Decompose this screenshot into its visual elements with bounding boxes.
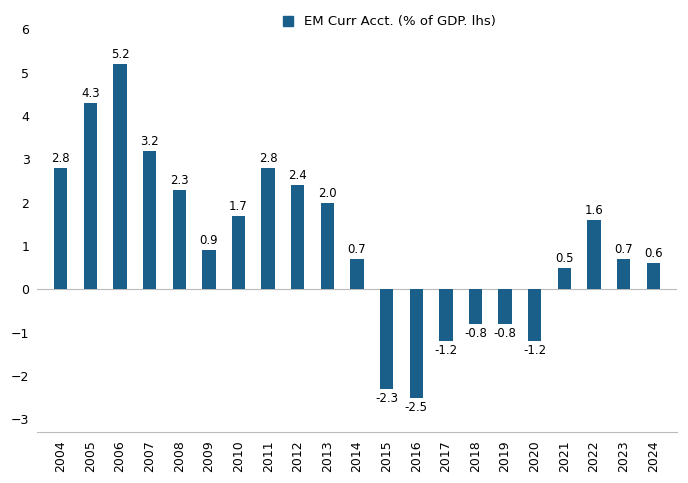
- Text: 2.4: 2.4: [288, 169, 307, 182]
- Text: 2.8: 2.8: [52, 152, 70, 165]
- Bar: [291, 185, 304, 289]
- Text: 0.9: 0.9: [200, 234, 218, 247]
- Text: -1.2: -1.2: [523, 344, 546, 357]
- Bar: [498, 289, 512, 324]
- Bar: [617, 259, 630, 289]
- Bar: [350, 259, 364, 289]
- Bar: [409, 289, 423, 398]
- Text: 0.7: 0.7: [347, 243, 366, 256]
- Text: 4.3: 4.3: [81, 87, 100, 100]
- Bar: [261, 168, 275, 289]
- Text: 2.3: 2.3: [170, 173, 189, 186]
- Bar: [588, 220, 601, 289]
- Text: 3.2: 3.2: [140, 135, 159, 148]
- Bar: [647, 263, 660, 289]
- Text: -0.8: -0.8: [494, 327, 517, 340]
- Bar: [84, 103, 97, 289]
- Bar: [321, 203, 334, 289]
- Bar: [528, 289, 541, 341]
- Bar: [202, 250, 215, 289]
- Bar: [114, 64, 127, 289]
- Bar: [173, 190, 186, 289]
- Bar: [54, 168, 67, 289]
- Text: 0.5: 0.5: [555, 252, 574, 265]
- Text: 0.7: 0.7: [614, 243, 633, 256]
- Bar: [558, 268, 571, 289]
- Bar: [380, 289, 394, 389]
- Text: -0.8: -0.8: [464, 327, 487, 340]
- Bar: [232, 216, 245, 289]
- Text: 2.0: 2.0: [318, 186, 336, 199]
- Text: -2.5: -2.5: [405, 401, 428, 414]
- Bar: [143, 151, 156, 289]
- Bar: [469, 289, 482, 324]
- Text: -1.2: -1.2: [434, 344, 458, 357]
- Text: 1.7: 1.7: [229, 199, 248, 213]
- Text: 2.8: 2.8: [259, 152, 277, 165]
- Text: 1.6: 1.6: [585, 204, 603, 217]
- Text: 5.2: 5.2: [111, 48, 129, 61]
- Text: 0.6: 0.6: [644, 247, 663, 260]
- Legend: EM Curr Acct. (% of GDP. lhs): EM Curr Acct. (% of GDP. lhs): [277, 10, 501, 34]
- Bar: [439, 289, 453, 341]
- Text: -2.3: -2.3: [375, 392, 398, 405]
